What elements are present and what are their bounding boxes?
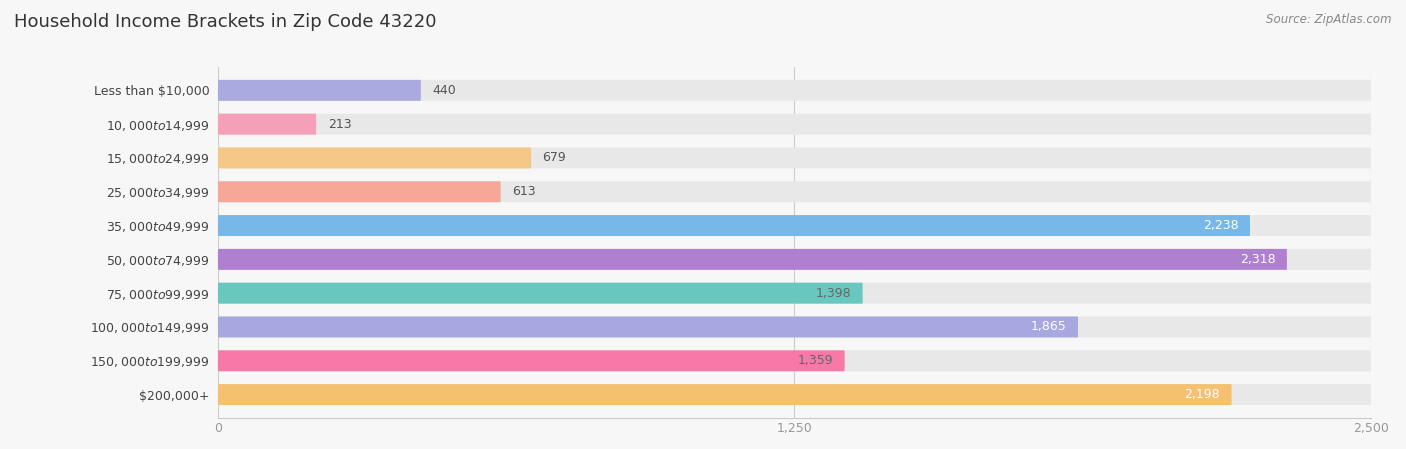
FancyBboxPatch shape [218, 80, 1371, 101]
FancyBboxPatch shape [218, 350, 845, 371]
FancyBboxPatch shape [218, 181, 501, 202]
Text: Household Income Brackets in Zip Code 43220: Household Income Brackets in Zip Code 43… [14, 13, 436, 31]
FancyBboxPatch shape [218, 147, 531, 168]
Text: 440: 440 [433, 84, 456, 97]
FancyBboxPatch shape [218, 215, 1250, 236]
Text: 1,865: 1,865 [1031, 321, 1067, 334]
FancyBboxPatch shape [218, 249, 1286, 270]
FancyBboxPatch shape [218, 215, 1371, 236]
FancyBboxPatch shape [218, 114, 316, 135]
Text: 2,198: 2,198 [1184, 388, 1220, 401]
Text: 679: 679 [543, 151, 567, 164]
FancyBboxPatch shape [218, 283, 863, 304]
Text: 1,398: 1,398 [815, 286, 851, 299]
Text: 2,318: 2,318 [1240, 253, 1275, 266]
FancyBboxPatch shape [218, 283, 1371, 304]
Text: Source: ZipAtlas.com: Source: ZipAtlas.com [1267, 13, 1392, 26]
FancyBboxPatch shape [218, 317, 1371, 338]
FancyBboxPatch shape [218, 350, 1371, 371]
Text: 213: 213 [328, 118, 352, 131]
Text: 613: 613 [512, 185, 536, 198]
FancyBboxPatch shape [218, 80, 420, 101]
FancyBboxPatch shape [218, 249, 1371, 270]
Text: 1,359: 1,359 [797, 354, 834, 367]
FancyBboxPatch shape [218, 317, 1078, 338]
Text: 2,238: 2,238 [1204, 219, 1239, 232]
FancyBboxPatch shape [218, 384, 1371, 405]
FancyBboxPatch shape [218, 181, 1371, 202]
FancyBboxPatch shape [218, 114, 1371, 135]
FancyBboxPatch shape [218, 384, 1232, 405]
FancyBboxPatch shape [218, 147, 1371, 168]
